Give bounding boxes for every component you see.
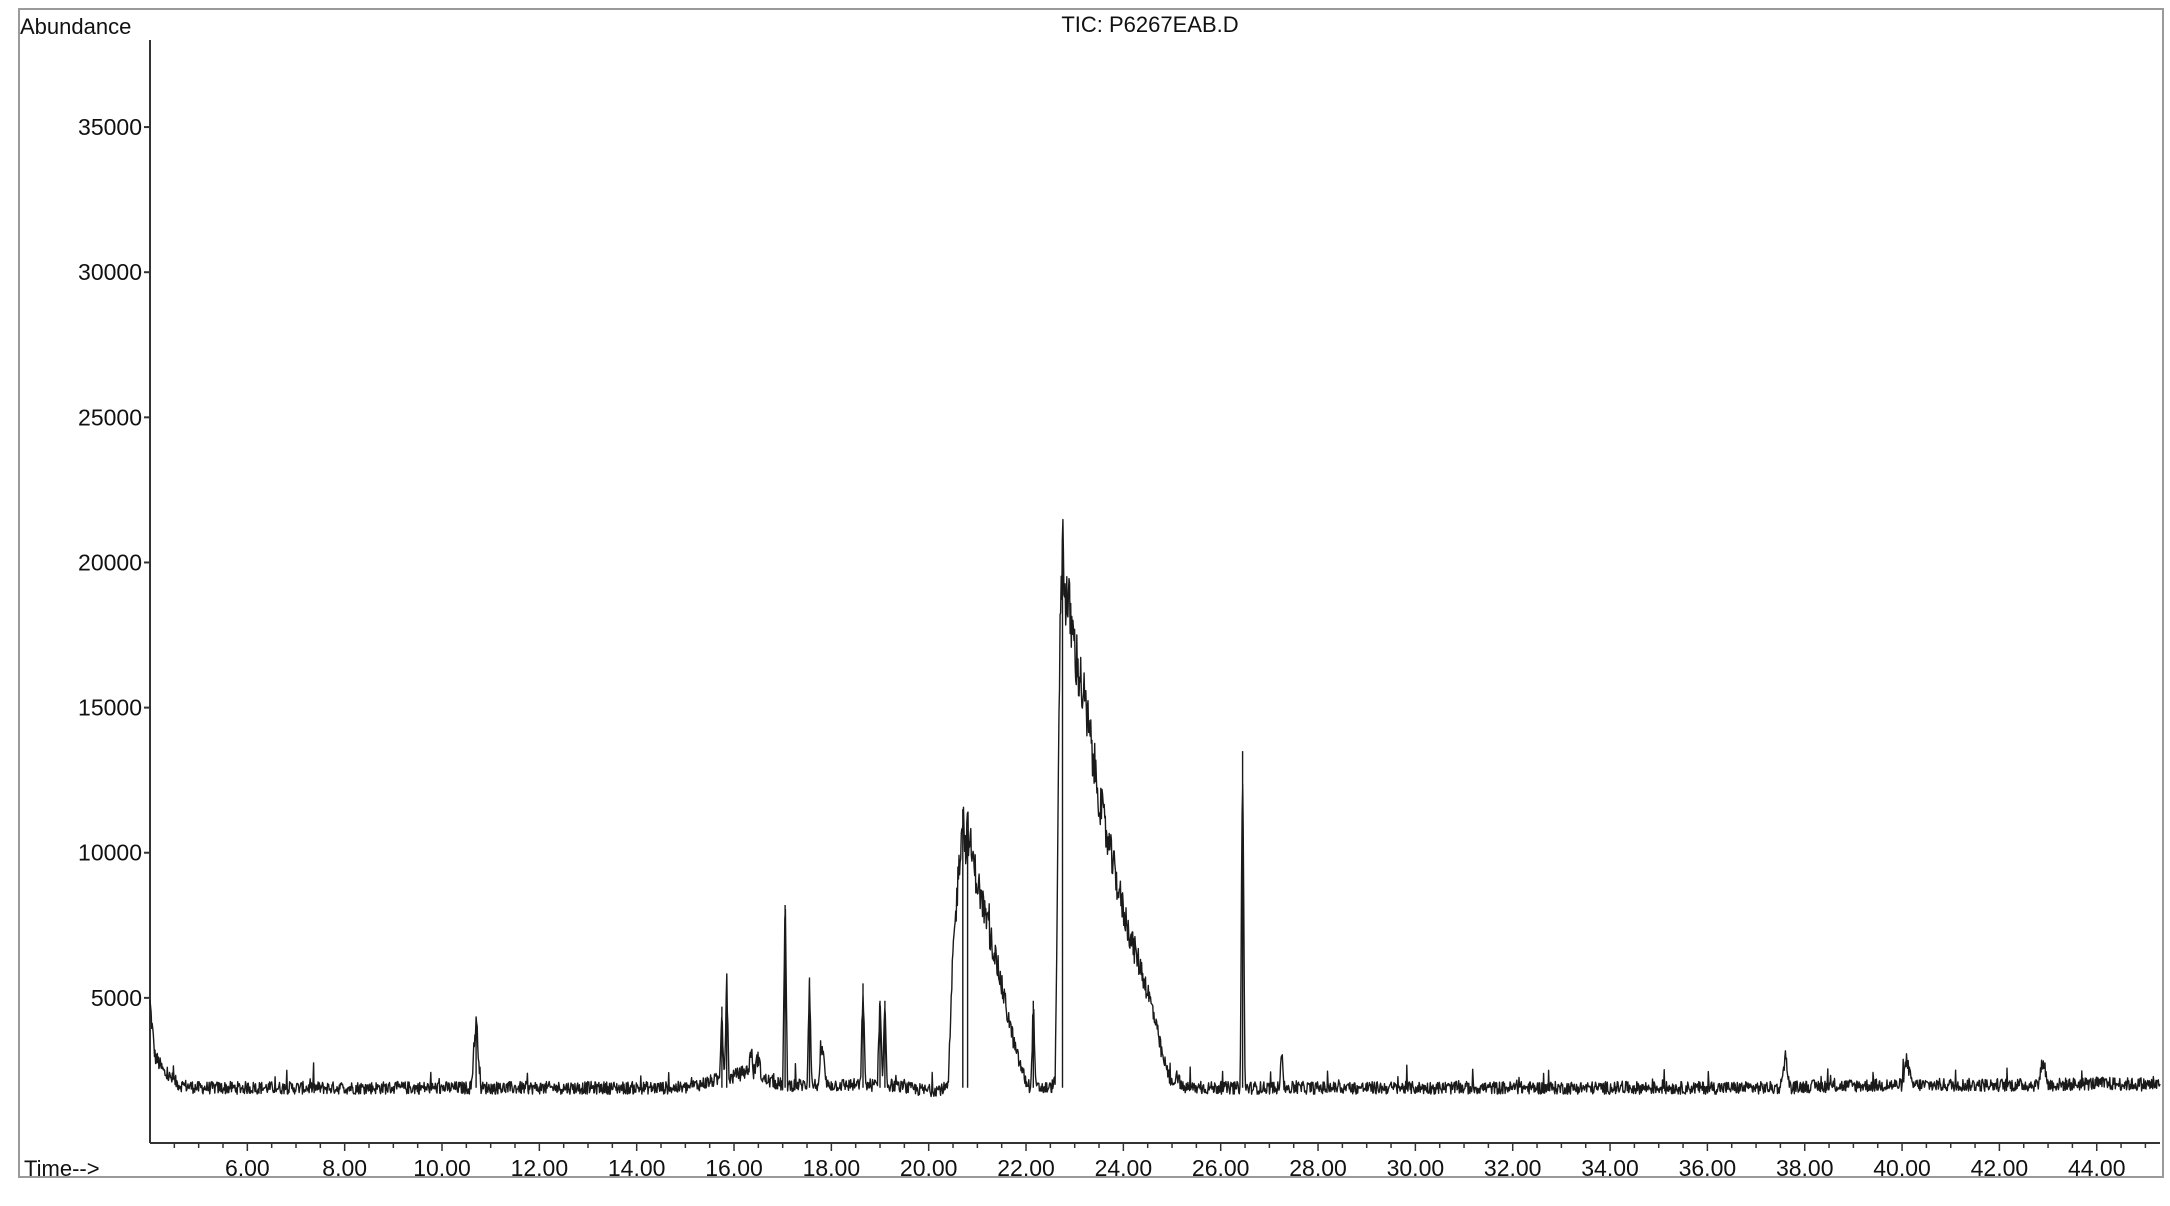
y-tick-label: 20000	[78, 549, 142, 575]
x-tick-label: 34.00	[1581, 1155, 1639, 1181]
y-tick-label: 10000	[78, 840, 142, 866]
x-tick-label: 36.00	[1679, 1155, 1737, 1181]
x-tick-label: 12.00	[511, 1155, 569, 1181]
x-tick-label: 26.00	[1192, 1155, 1250, 1181]
x-tick-label: 40.00	[1873, 1155, 1931, 1181]
x-tick-label: 24.00	[1095, 1155, 1153, 1181]
x-tick-label: 18.00	[803, 1155, 861, 1181]
y-tick-label: 35000	[78, 114, 142, 140]
x-tick-label: 6.00	[225, 1155, 270, 1181]
chart-title: TIC: P6267EAB.D	[1061, 12, 1238, 37]
x-tick-label: 42.00	[1971, 1155, 2029, 1181]
y-tick-label: 25000	[78, 404, 142, 430]
y-axis-label: Abundance	[20, 14, 131, 39]
x-tick-label: 30.00	[1387, 1155, 1445, 1181]
y-tick-label: 5000	[91, 985, 142, 1011]
chart-frame	[18, 8, 2164, 1178]
x-tick-label: 38.00	[1776, 1155, 1834, 1181]
x-tick-label: 14.00	[608, 1155, 666, 1181]
chart-axes	[149, 40, 2160, 1144]
x-tick-label: 10.00	[413, 1155, 471, 1181]
x-tick-label: 20.00	[900, 1155, 958, 1181]
y-tick-label: 15000	[78, 695, 142, 721]
tic-trace-line	[149, 518, 2161, 1098]
x-tick-label: 22.00	[997, 1155, 1055, 1181]
x-tick-label: 28.00	[1289, 1155, 1347, 1181]
y-tick-label: 30000	[78, 259, 142, 285]
x-tick-group: 6.00 8.00 10.00 12.00 14.00 16.00 18.00 20.00 22…	[173, 1143, 2147, 1181]
x-tick-label: 8.00	[322, 1155, 367, 1181]
x-tick-label: 32.00	[1484, 1155, 1542, 1181]
x-tick-label: 44.00	[2068, 1155, 2126, 1181]
y-tick-group: 5000 10000 15000 20000 25000 30000 35000	[78, 114, 150, 1011]
x-tick-label: 16.00	[705, 1155, 763, 1181]
x-axis-label: Time-->	[24, 1156, 100, 1181]
